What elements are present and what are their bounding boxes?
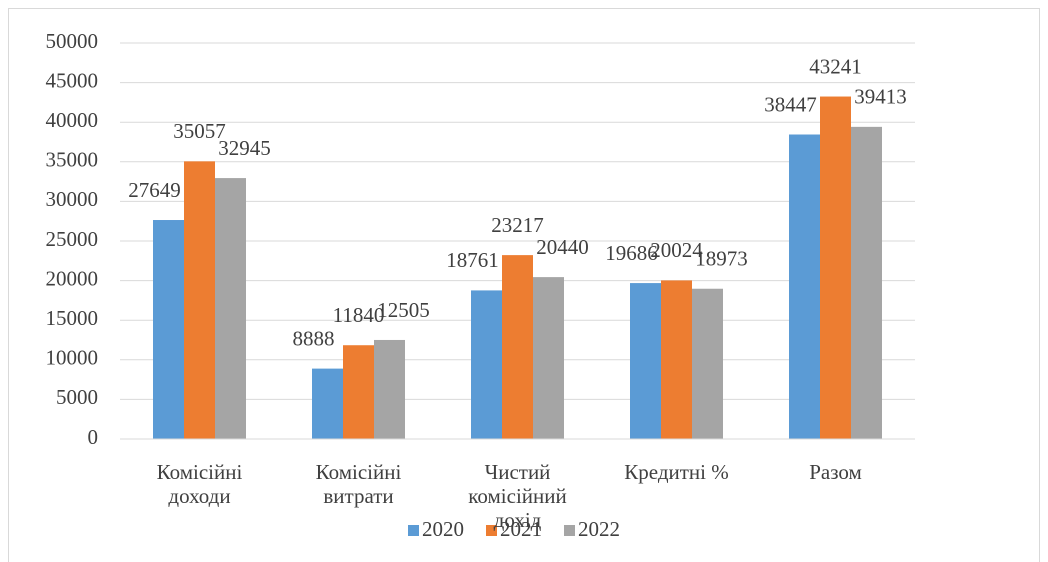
y-tick-label: 20000 bbox=[46, 266, 99, 290]
bar bbox=[661, 280, 692, 439]
bar bbox=[692, 288, 723, 439]
y-tick-label: 25000 bbox=[46, 227, 99, 251]
data-label: 38447 bbox=[764, 92, 817, 116]
legend-swatch bbox=[486, 525, 497, 536]
x-tick-label: Комісійні доходи bbox=[156, 460, 243, 508]
data-label: 20440 bbox=[536, 235, 589, 259]
bar bbox=[215, 178, 246, 439]
bar bbox=[533, 277, 564, 439]
bar bbox=[343, 345, 374, 439]
bar bbox=[374, 339, 405, 439]
data-label: 18761 bbox=[446, 248, 499, 272]
legend-swatch bbox=[408, 525, 419, 536]
x-tick-label: Разом bbox=[809, 460, 862, 484]
y-tick-label: 0 bbox=[88, 425, 99, 449]
y-tick-label: 10000 bbox=[46, 346, 99, 370]
x-tick-label: Кредитні % bbox=[624, 460, 729, 484]
bar bbox=[471, 290, 502, 439]
legend-swatch bbox=[564, 525, 575, 536]
data-label: 32945 bbox=[218, 136, 271, 160]
bar bbox=[502, 255, 533, 439]
bar bbox=[820, 96, 851, 439]
legend-label: 2020 bbox=[422, 517, 464, 541]
bar bbox=[630, 283, 661, 439]
y-tick-label: 30000 bbox=[46, 187, 99, 211]
bar bbox=[153, 220, 184, 439]
x-tick-label: Чистий комісійний дохід bbox=[468, 460, 567, 532]
y-tick-label: 40000 bbox=[46, 108, 99, 132]
legend-label: 2021 bbox=[500, 517, 542, 541]
x-tick-label: Комісійні витрати bbox=[315, 460, 402, 508]
data-label: 23217 bbox=[491, 213, 544, 237]
data-label: 27649 bbox=[128, 178, 181, 202]
data-label: 43241 bbox=[809, 54, 862, 78]
data-label: 18973 bbox=[695, 247, 748, 271]
bar bbox=[789, 134, 820, 439]
bar bbox=[184, 161, 215, 439]
data-label: 20024 bbox=[650, 238, 703, 262]
y-tick-label: 35000 bbox=[46, 148, 99, 172]
data-label: 8888 bbox=[293, 326, 335, 350]
y-tick-label: 5000 bbox=[56, 385, 98, 409]
y-tick-label: 45000 bbox=[46, 68, 99, 92]
data-label: 12505 bbox=[377, 298, 430, 322]
bar bbox=[851, 126, 882, 440]
legend-label: 2022 bbox=[578, 517, 620, 541]
y-tick-label: 15000 bbox=[46, 306, 99, 330]
y-tick-label: 50000 bbox=[46, 29, 99, 53]
data-label: 19686 bbox=[605, 241, 658, 265]
bar bbox=[312, 368, 343, 439]
chart-border bbox=[8, 8, 1040, 562]
data-label: 35057 bbox=[173, 119, 226, 143]
data-label: 11840 bbox=[333, 303, 385, 327]
data-label: 39413 bbox=[854, 85, 907, 109]
